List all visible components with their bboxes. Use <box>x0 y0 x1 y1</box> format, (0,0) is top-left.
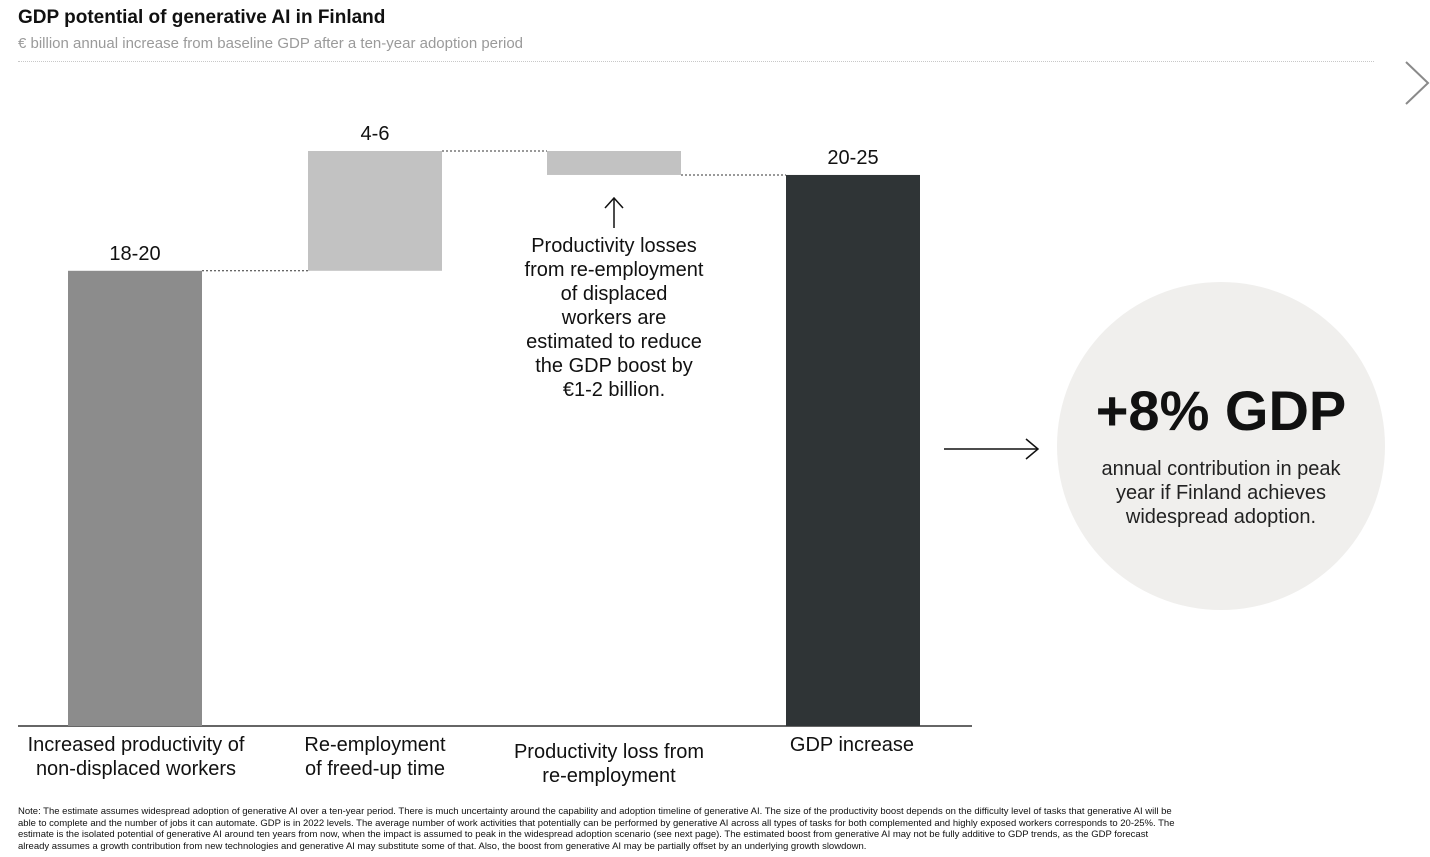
arrow-right-icon <box>944 438 1040 460</box>
bar-increase <box>308 151 442 271</box>
callout-text: annual contribution in peak year if Finla… <box>1081 457 1361 529</box>
title-divider <box>18 61 1374 62</box>
annotation-line: estimated to reduce <box>526 331 702 353</box>
annotation-line: Productivity losses <box>531 235 697 257</box>
callout-line: year if Finland achieves <box>1115 482 1327 504</box>
callout-line: widespread adoption. <box>1125 506 1317 528</box>
annotation-line: from re-employment <box>524 259 704 281</box>
category-label: Re-employment of freed-up time <box>304 734 446 780</box>
bar-decrease <box>547 151 681 175</box>
bar-start <box>68 270 202 726</box>
footnote: Note: The estimate assumes widespread ad… <box>18 806 1430 852</box>
bar-value-label: 4-6 <box>360 123 390 145</box>
bar-value-label: 18-20 <box>109 242 161 265</box>
bar-value-label: 20-25 <box>827 146 879 169</box>
footnote-line: already assumes a growth contribution fr… <box>18 840 867 852</box>
productivity-loss-annotation: Productivity losses from re-employment of … <box>508 234 720 402</box>
annotation-line: of displaced <box>560 283 668 305</box>
arrow-up-icon <box>604 196 624 228</box>
page-subtitle: € billion annual increase from baseline … <box>18 35 524 52</box>
callout-line: annual contribution in peak <box>1101 458 1341 480</box>
bar-total <box>786 174 920 727</box>
category-label: Increased productivity of non-displaced w… <box>27 734 245 780</box>
category-label: GDP increase <box>789 734 915 756</box>
annotation-line: workers are <box>561 307 667 329</box>
gdp-callout-circle: +8% GDP annual contribution in peak year … <box>1057 282 1385 610</box>
waterfall-chart <box>18 150 972 727</box>
callout-headline: +8% GDP <box>1095 379 1347 442</box>
footnote-line: estimate is the isolated potential of ge… <box>18 829 1149 840</box>
category-label: Productivity loss from re-employment <box>513 741 705 787</box>
page-title: GDP potential of generative AI in Finlan… <box>18 7 386 28</box>
chevron-right-icon[interactable] <box>1400 58 1430 108</box>
footnote-line: Note: The estimate assumes widespread ad… <box>18 806 1172 817</box>
annotation-line: €1-2 billion. <box>562 379 666 401</box>
annotation-line: the GDP boost by <box>535 355 693 377</box>
footnote-line: able to complete and the number of jobs … <box>18 817 1175 829</box>
